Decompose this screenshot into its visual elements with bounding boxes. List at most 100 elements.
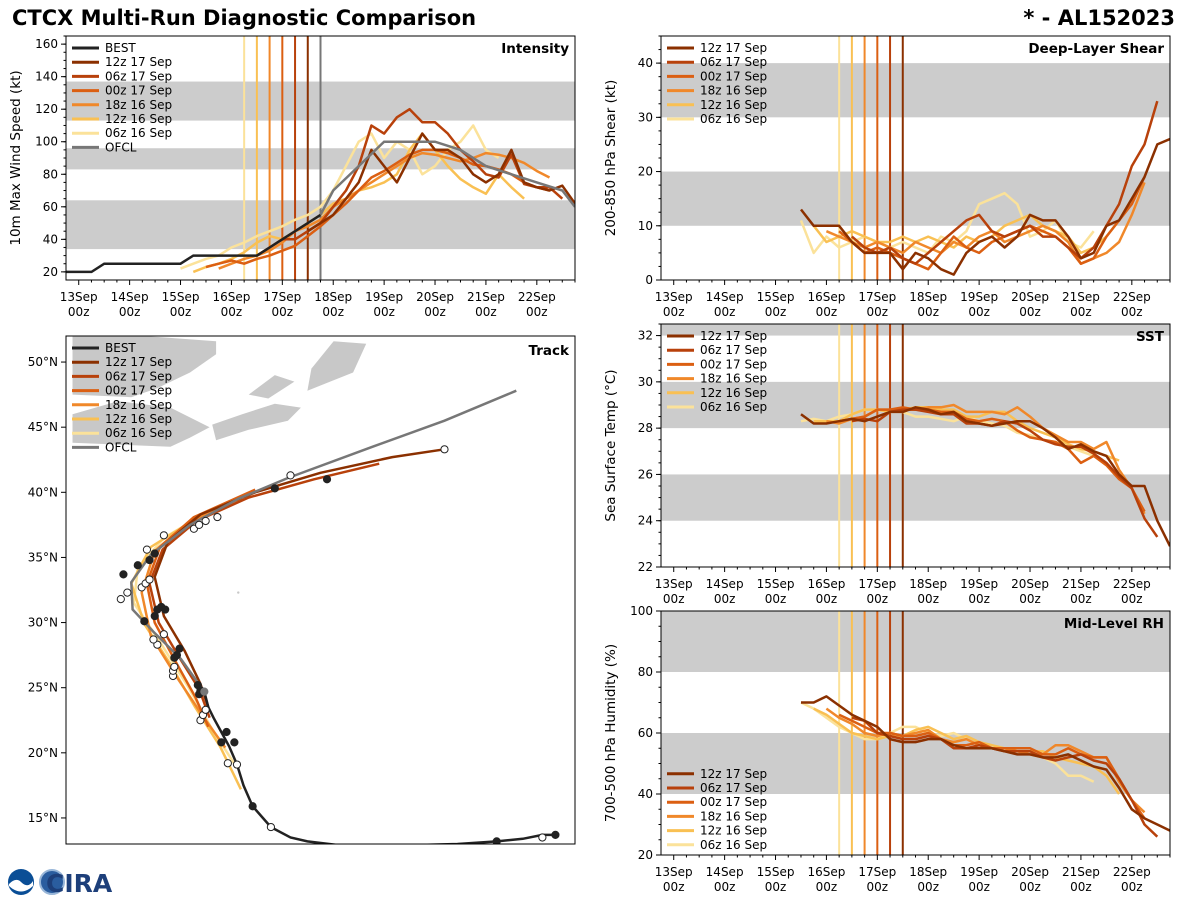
legend-label: 06z 16 Sep	[105, 426, 172, 440]
track-marker-open	[440, 445, 449, 454]
plot-area-intensity	[66, 36, 575, 280]
threshold-band	[661, 63, 1170, 118]
y-axis-label: Sea Surface Temp (°C)	[603, 369, 619, 521]
lat-tick-label: 15°N	[28, 811, 58, 825]
track-marker-filled	[322, 475, 332, 484]
lat-tick-label: 20°N	[28, 746, 58, 760]
legend-label: BEST	[105, 41, 136, 55]
x-tick-hour-label: 00z	[917, 880, 939, 894]
y-tick-label: 40	[638, 787, 653, 801]
series-line-12z-17-sep	[801, 695, 1170, 832]
track-marker-open	[195, 520, 204, 529]
panel-rh: 20 40 60 80 100 700-500 hPa Humidity (%) 13Sep…	[603, 604, 1171, 894]
y-tick-label: 28	[638, 421, 653, 435]
legend-label: 18z 16 Sep	[700, 372, 767, 386]
legend-label: 12z 17 Sep	[700, 41, 767, 55]
x-tick-hour-label: 00z	[1121, 305, 1143, 319]
legend-label: OFCL	[105, 440, 137, 454]
panel-title: Intensity	[501, 41, 569, 57]
x-tick-label: 15Sep	[757, 577, 795, 591]
plot-area-shear	[661, 36, 1170, 280]
legend-label: 12z 16 Sep	[700, 98, 767, 112]
x-tick-hour-label: 00z	[968, 305, 990, 319]
y-tick-label: 120	[35, 102, 58, 116]
x-tick-label: 13Sep	[655, 290, 693, 304]
legend-label: 00z 17 Sep	[700, 357, 767, 371]
series-line-12z-17-sep	[307, 132, 575, 233]
y-tick-label: 30	[638, 110, 653, 124]
x-tick-hour-label: 00z	[663, 592, 685, 606]
x-tick-hour-label: 00z	[1019, 305, 1041, 319]
track-marker-filled	[230, 738, 239, 747]
x-tick-hour-label: 00z	[1121, 592, 1143, 606]
track-marker-open	[116, 595, 125, 604]
track-marker-filled	[145, 555, 154, 565]
x-tick-hour-label: 00z	[68, 305, 90, 319]
track-marker-open	[213, 512, 222, 522]
y-axis-label: 700-500 hPa Humidity (%)	[603, 644, 619, 822]
x-tick-label: 20Sep	[1011, 865, 1049, 879]
legend-label: 06z 16 Sep	[700, 838, 767, 852]
track-marker-filled	[217, 738, 226, 747]
x-tick-hour-label: 00z	[663, 305, 685, 319]
legend-label: 12z 17 Sep	[700, 767, 767, 781]
legend-label: BEST	[105, 341, 136, 355]
x-tick-hour-label: 00z	[968, 592, 990, 606]
x-tick-label: 17Sep	[858, 865, 896, 879]
lat-tick-label: 45°N	[28, 420, 58, 434]
x-tick-hour-label: 00z	[424, 305, 446, 319]
map-area	[72, 336, 560, 844]
x-tick-hour-label: 00z	[1070, 880, 1092, 894]
legend-label: 18z 16 Sep	[700, 809, 767, 823]
x-tick-label: 19Sep	[960, 290, 998, 304]
legend-label: 00z 17 Sep	[105, 84, 172, 98]
legend-label: 12z 17 Sep	[105, 55, 172, 69]
x-tick-label: 18Sep	[909, 577, 947, 591]
series-line-12z-17-sep	[800, 406, 1170, 547]
x-tick-hour-label: 00z	[816, 592, 838, 606]
x-tick-hour-label: 00z	[714, 880, 736, 894]
x-tick-hour-label: 00z	[221, 305, 243, 319]
y-tick-label: 20	[638, 848, 653, 862]
y-tick-label: 140	[35, 70, 58, 84]
x-tick-hour-label: 00z	[1019, 592, 1041, 606]
legend-label: 06z 16 Sep	[105, 126, 172, 140]
legend-label: 06z 17 Sep	[700, 343, 767, 357]
track-marker-filled	[492, 837, 501, 844]
x-tick-label: 16Sep	[212, 290, 250, 304]
x-tick-label: 18Sep	[314, 290, 352, 304]
track-marker-filled	[153, 605, 162, 614]
x-tick-label: 14Sep	[706, 290, 744, 304]
x-tick-label: 22Sep	[1113, 290, 1151, 304]
x-tick-label: 18Sep	[909, 290, 947, 304]
y-axis-label: 10m Max Wind Speed (kt)	[8, 70, 24, 245]
track-marker-open	[149, 635, 158, 644]
legend-label: 18z 16 Sep	[105, 98, 172, 112]
x-tick-label: 16Sep	[807, 577, 845, 591]
track-marker-filled	[150, 549, 159, 558]
threshold-band	[661, 324, 1170, 336]
legend-label: 12z 16 Sep	[700, 824, 767, 838]
legend-label: 12z 17 Sep	[700, 329, 767, 343]
x-tick-hour-label: 00z	[119, 305, 141, 319]
series-line-12z-16-sep	[812, 198, 1133, 255]
island	[237, 591, 240, 594]
y-tick-label: 10	[638, 219, 653, 233]
y-tick-label: 80	[638, 665, 653, 679]
lat-tick-label: 40°N	[28, 485, 58, 499]
lat-tick-label: 35°N	[28, 550, 58, 564]
x-tick-label: 19Sep	[960, 577, 998, 591]
y-tick-label: 20	[43, 265, 58, 279]
land-mass	[307, 341, 367, 391]
forecast-track-00z-17-sep	[145, 488, 256, 728]
x-tick-label: 16Sep	[807, 290, 845, 304]
legend-label: 00z 17 Sep	[700, 795, 767, 809]
land-mass	[72, 336, 217, 398]
figure-title: CTCX Multi-Run Diagnostic Comparison	[12, 6, 477, 30]
y-tick-label: 30	[638, 375, 653, 389]
x-tick-label: 21Sep	[467, 290, 505, 304]
x-tick-hour-label: 00z	[272, 305, 294, 319]
y-tick-label: 60	[43, 200, 58, 214]
